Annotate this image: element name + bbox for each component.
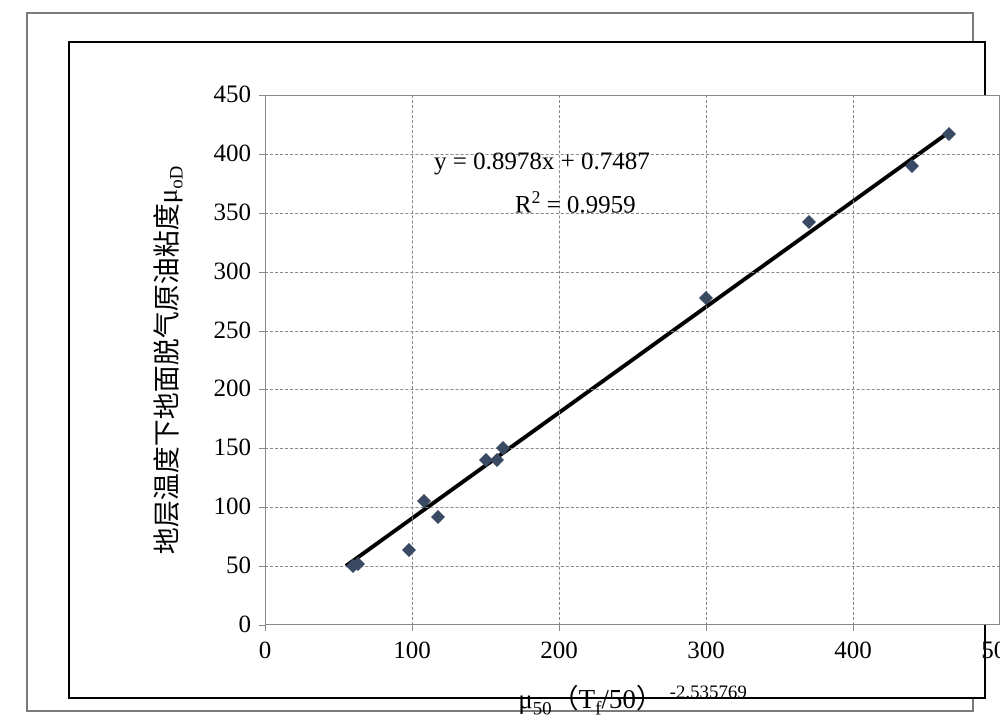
gridline-v [853,95,854,625]
gridline-h [265,389,1000,390]
x-tick [412,625,413,631]
gridline-h [265,331,1000,332]
x-tick-label: 300 [687,637,725,665]
x-axis-label-paren-open: （ [552,684,579,714]
equation-r-val: = 0.9959 [540,191,635,218]
data-point [905,159,919,173]
x-axis-label-T: T [579,684,596,714]
data-point [431,510,445,524]
y-tick-label: 200 [214,375,252,403]
y-tick-label: 50 [226,552,251,580]
x-axis-label-paren-close: ） [636,684,663,714]
y-tick [259,95,265,96]
x-tick [559,625,560,631]
x-axis-label-mu: μ [518,684,532,714]
data-point [402,543,416,557]
y-tick-label: 150 [214,434,252,462]
data-point [699,290,713,304]
x-tick-label: 500 [981,637,1000,665]
y-tick-label: 100 [214,493,252,521]
y-tick-label: 450 [214,81,252,109]
gridline-h [265,566,1000,567]
x-tick-label: 100 [393,637,431,665]
x-axis-label-sup: -2.535769 [670,682,747,703]
y-axis-label: 地层温度下地面脱气原油粘度μoD [145,166,188,555]
data-point [802,215,816,229]
gridline-h [265,272,1000,273]
x-tick [265,625,266,631]
x-tick [853,625,854,631]
x-tick [706,625,707,631]
y-axis-label-sub: oD [167,166,188,189]
x-tick-label: 0 [259,637,272,665]
equation-r: R [515,191,532,218]
y-tick [259,331,265,332]
gridline-h [265,448,1000,449]
y-tick-label: 300 [214,258,252,286]
equation-line1: y = 0.8978x + 0.7487 [434,148,650,176]
equation-line2: R2 = 0.9959 [515,187,636,219]
gridline-v [706,95,707,625]
y-tick [259,154,265,155]
outer-frame: 0 50 100 150 200 250 300 350 400 450 0 100 200 300 400… [26,12,974,712]
y-tick-label: 250 [214,317,252,345]
trendline [346,132,949,566]
x-axis-label: μ50（Tf/50） -2.535769 [518,677,747,720]
x-tick-label: 400 [834,637,872,665]
y-axis-label-text: 地层温度下地面脱气原油粘度μ [152,189,182,554]
y-tick [259,213,265,214]
y-tick [259,448,265,449]
y-tick [259,272,265,273]
x-tick-label: 200 [540,637,578,665]
y-tick [259,507,265,508]
y-tick-label: 0 [239,611,252,639]
x-axis-label-sub1: 50 [533,698,552,719]
y-tick-label: 400 [214,140,252,168]
y-tick-label: 350 [214,199,252,227]
y-tick [259,566,265,567]
y-tick [259,389,265,390]
chart-frame: 0 50 100 150 200 250 300 350 400 450 0 100 200 300 400… [68,41,986,699]
data-point [941,127,955,141]
x-axis-label-frac: /50 [601,684,636,714]
gridline-h [265,507,1000,508]
